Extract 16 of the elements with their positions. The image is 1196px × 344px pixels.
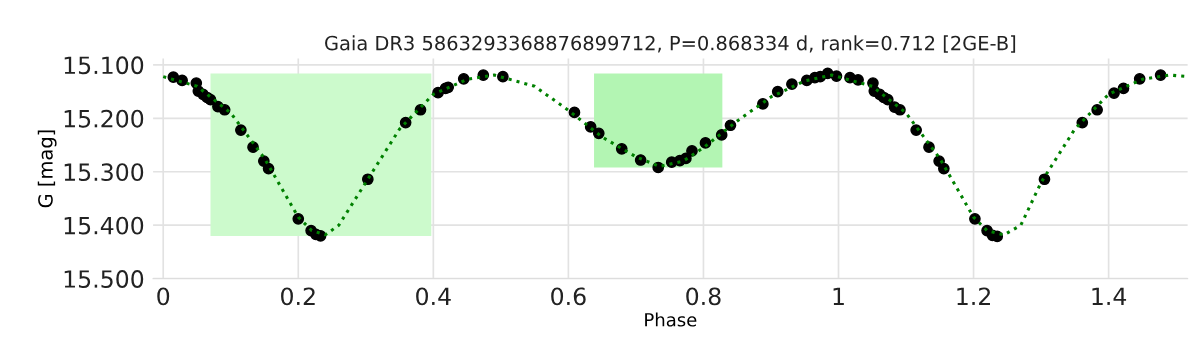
- x-tick-label: 1: [833, 287, 844, 305]
- x-axis-title: Phase: [645, 312, 697, 327]
- y-tick-label: 15.400: [64, 216, 144, 235]
- x-tick-label: 1.4: [1092, 287, 1127, 305]
- y-tick-label: 15.100: [64, 56, 144, 75]
- x-tick-label: 0.6: [551, 287, 586, 306]
- chart-title: Gaia DR3 5863293368876899712, P=0.868334 d, rank=0.712 [2GE-B]: [325, 35, 1016, 53]
- x-tick-label: 0.8: [686, 287, 721, 306]
- y-tick-label: 15.500: [64, 270, 144, 288]
- y-axis-title: G [mag]: [37, 130, 57, 208]
- y-tick-label: 15.300: [64, 163, 144, 182]
- y-tick-label: 15.200: [64, 109, 144, 128]
- x-tick-label: 0: [157, 287, 170, 306]
- x-tick-label: 1.2: [957, 287, 990, 305]
- x-tick-label: 0.2: [281, 287, 315, 306]
- x-tick-label: 0.4: [416, 287, 451, 306]
